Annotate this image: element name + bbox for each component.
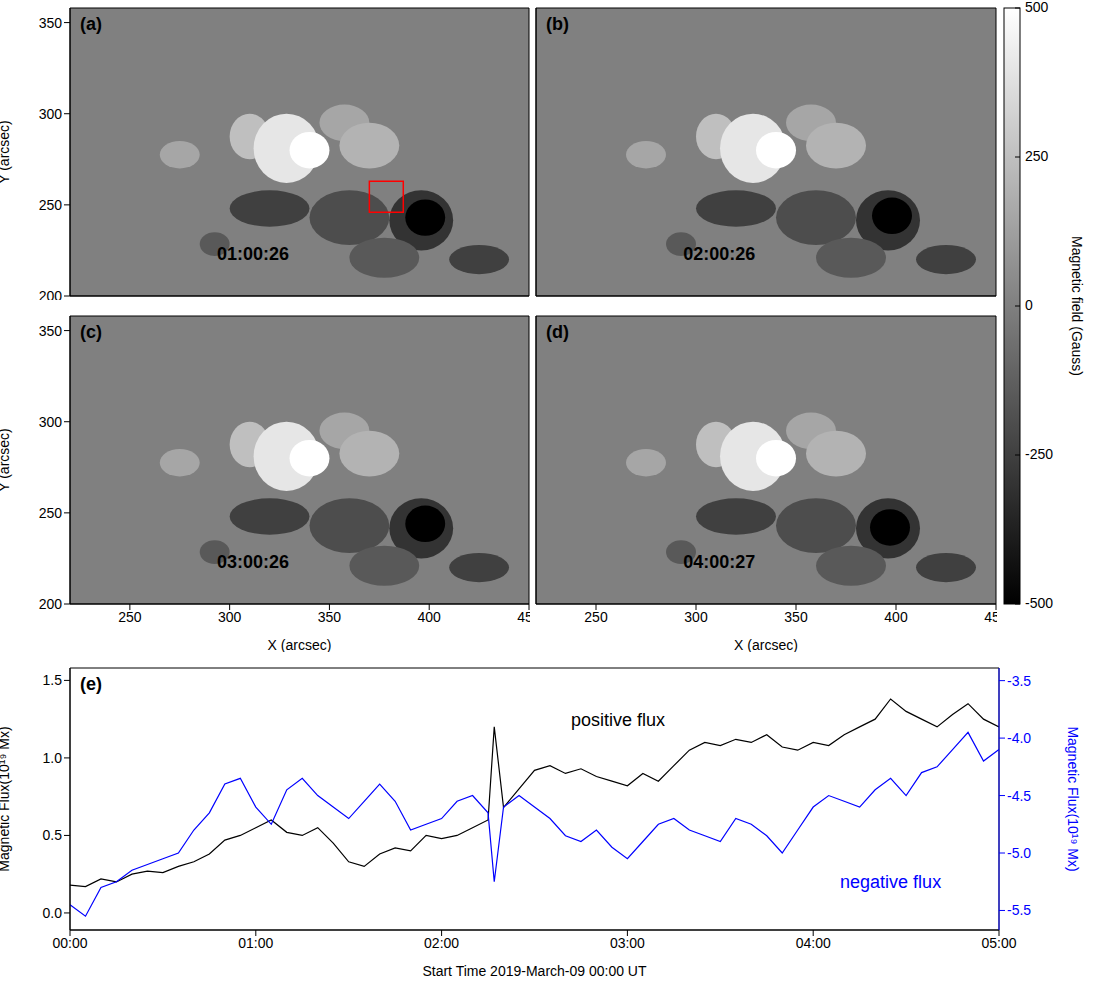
- svg-text:-4.0: -4.0: [1007, 730, 1031, 746]
- svg-text:-250: -250: [1025, 446, 1053, 462]
- svg-text:1.5: 1.5: [43, 672, 63, 688]
- svg-text:200: 200: [39, 288, 63, 300]
- svg-text:250: 250: [39, 505, 63, 521]
- svg-text:300: 300: [39, 414, 63, 430]
- svg-text:300: 300: [218, 609, 242, 625]
- svg-text:1.0: 1.0: [43, 750, 63, 766]
- svg-text:01:00: 01:00: [238, 935, 273, 951]
- svg-text:0: 0: [1025, 297, 1033, 313]
- svg-text:300: 300: [39, 106, 63, 122]
- svg-text:400: 400: [418, 609, 442, 625]
- svg-text:03:00: 03:00: [610, 935, 645, 951]
- html-text:(c): (c): [80, 322, 102, 342]
- svg-text:-5.5: -5.5: [1007, 902, 1031, 918]
- html-text:(a): (a): [80, 14, 102, 34]
- html-text:(e): (e): [80, 674, 102, 694]
- svg-text:0.0: 0.0: [43, 905, 63, 921]
- svg-text:350: 350: [39, 323, 63, 339]
- svg-text:Start Time 2019-March-09 00:00: Start Time 2019-March-09 00:00 UT: [422, 963, 647, 979]
- html-text:(d): (d): [546, 322, 569, 342]
- html-text:04:00:27: 04:00:27: [683, 552, 756, 573]
- svg-text:Magnetic Flux(10¹⁹ Mx): Magnetic Flux(10¹⁹ Mx): [0, 726, 12, 871]
- svg-text:X (arcsec): X (arcsec): [268, 637, 332, 652]
- svg-text:05:00: 05:00: [981, 935, 1016, 951]
- html-text:(b): (b): [546, 14, 569, 34]
- svg-text:250: 250: [584, 609, 608, 625]
- svg-text:250: 250: [118, 609, 142, 625]
- svg-text:250: 250: [39, 197, 63, 213]
- svg-text:negative flux: negative flux: [840, 872, 941, 892]
- svg-text:Magnetic field (Gauss): Magnetic field (Gauss): [1069, 236, 1085, 376]
- svg-text:200: 200: [39, 596, 63, 612]
- svg-text:-3.5: -3.5: [1007, 673, 1031, 689]
- html-text:01:00:26: 01:00:26: [216, 244, 289, 265]
- svg-text:-4.5: -4.5: [1007, 788, 1031, 804]
- svg-text:-500: -500: [1025, 595, 1053, 611]
- svg-text:450: 450: [517, 609, 530, 625]
- svg-text:0.5: 0.5: [43, 827, 63, 843]
- svg-text:02:00: 02:00: [424, 935, 459, 951]
- svg-text:450: 450: [984, 609, 997, 625]
- html-text:03:00:26: 03:00:26: [216, 552, 289, 573]
- svg-text:400: 400: [884, 609, 908, 625]
- svg-text:Magnetic Flux(10¹⁹ Mx): Magnetic Flux(10¹⁹ Mx): [1065, 726, 1081, 871]
- svg-text:350: 350: [318, 609, 342, 625]
- svg-text:350: 350: [39, 15, 63, 31]
- svg-text:500: 500: [1025, 0, 1049, 15]
- svg-text:04:00: 04:00: [796, 935, 831, 951]
- svg-text:Y (arcsec): Y (arcsec): [0, 120, 12, 184]
- svg-text:Y (arcsec): Y (arcsec): [0, 428, 12, 492]
- svg-text:positive flux: positive flux: [571, 710, 665, 730]
- svg-text:00:00: 00:00: [52, 935, 87, 951]
- html-text:02:00:26: 02:00:26: [683, 244, 756, 265]
- svg-text:350: 350: [784, 609, 808, 625]
- svg-text:-5.0: -5.0: [1007, 845, 1031, 861]
- svg-text:X (arcsec): X (arcsec): [734, 637, 798, 652]
- svg-text:250: 250: [1025, 148, 1049, 164]
- svg-text:300: 300: [684, 609, 708, 625]
